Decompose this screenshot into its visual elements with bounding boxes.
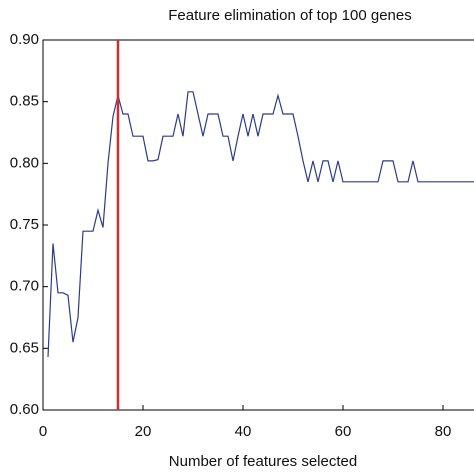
x-tick-label: 60 (335, 423, 352, 440)
x-axis-label: Number of features selected (169, 453, 357, 470)
plot-frame (42, 39, 474, 411)
y-tick-label: 0.80 (10, 154, 39, 171)
x-tick-label: 0 (39, 423, 47, 440)
x-tick-label: 20 (135, 423, 152, 440)
y-tick-label: 0.90 (10, 31, 39, 48)
x-tick-label: 80 (435, 423, 452, 440)
y-tick-label: 0.60 (10, 401, 39, 418)
y-tick-label: 0.75 (10, 216, 39, 233)
y-tick-label: 0.65 (10, 339, 39, 356)
chart-title: Feature elimination of top 100 genes (168, 7, 412, 24)
y-tick-label: 0.70 (10, 278, 39, 295)
data-line (47, 91, 474, 357)
x-tick-label: 40 (235, 423, 252, 440)
y-tick-label: 0.85 (10, 93, 39, 110)
